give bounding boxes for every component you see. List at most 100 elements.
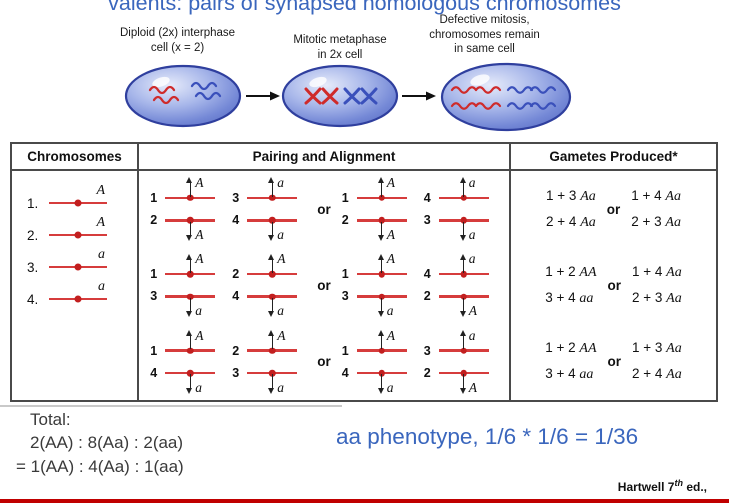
chromosome-line: a: [247, 369, 298, 395]
allele-label: a: [468, 227, 476, 243]
label-line: Mitotic metaphase: [293, 34, 387, 46]
chromosome-line: A: [49, 215, 107, 239]
gamete-genotype: Aa: [666, 367, 682, 383]
metaphase-chromosomes-blue: [343, 87, 378, 105]
chromosome-line: A: [356, 217, 407, 242]
right-arrow-icon: [402, 91, 436, 101]
gamete-combination: 3 + 4 aa: [545, 366, 596, 383]
chromosome-number: 4: [150, 365, 158, 380]
gamete-options: 1 + 4 Aa 2 + 3 Aa: [631, 188, 681, 231]
up-arrow-icon: [458, 253, 468, 274]
chromosome-line: a: [356, 369, 407, 395]
or-label: or: [606, 201, 621, 217]
table-body: 1. A 2. A 3. a 4. a 1 A 3 a 2 A 4 a or 1 A 4 a 2 A 3 a 1 A…: [12, 171, 716, 400]
label-line: Defective mitosis,: [439, 14, 530, 26]
chromosome-line: A: [438, 293, 489, 318]
centromere-dot: [378, 194, 385, 202]
chromosome-number: 3: [423, 343, 431, 358]
allele-label: a: [277, 303, 284, 319]
chromosome-line: A: [247, 328, 298, 354]
interphase-cell-label: Diploid (2x) interphase cell (x = 2): [95, 26, 260, 55]
allele-label: a: [195, 303, 202, 319]
or-label: or: [317, 354, 331, 370]
gametes-row: 1 + 2 AA 3 + 4 aa or 1 + 3 Aa 2 + 4 Aa: [511, 324, 716, 400]
gamete-chromosomes: 3 + 4: [545, 289, 580, 305]
chromosome-number: 3: [232, 191, 240, 206]
chromosome-number: 4: [423, 267, 431, 282]
allele-label: A: [195, 175, 204, 191]
label-line: Diploid (2x) interphase: [119, 27, 236, 39]
label-line: cell (x = 2): [150, 41, 205, 54]
centromere-dot: [187, 271, 194, 278]
centromere-dot: [460, 293, 467, 300]
total-label: Total:: [30, 410, 71, 429]
allele-label: a: [277, 175, 284, 191]
allele-label: A: [468, 379, 477, 395]
up-arrow-icon: [185, 253, 194, 274]
right-arrow-icon: [246, 91, 280, 101]
allele-label: a: [468, 175, 476, 191]
down-arrow-icon: [376, 221, 386, 242]
chromosome-line: A: [247, 251, 298, 278]
defective-mitosis-label: Defective mitosis, chromosomes remain in…: [407, 13, 562, 57]
chromosome-number: 3: [341, 289, 349, 304]
chromosome-line: a: [49, 279, 107, 303]
or-label: or: [607, 277, 622, 293]
gamete-combination: 3 + 4 aa: [545, 290, 596, 307]
gamete-combination: 2 + 3 Aa: [631, 214, 681, 231]
chromosome-line: a: [165, 293, 216, 318]
allele-label: a: [195, 379, 202, 395]
chromosome-line: A: [165, 217, 216, 242]
centromere-dot: [269, 271, 276, 278]
centromere-dot: [269, 194, 276, 202]
centromere-dot: [74, 231, 82, 239]
up-arrow-icon: [267, 329, 276, 350]
metaphase-cell: [281, 64, 399, 128]
centromere-dot: [378, 217, 385, 224]
gamete-options: 1 + 3 Aa 2 + 4 Aa: [546, 188, 596, 231]
gamete-options: 1 + 2 AA 3 + 4 aa: [545, 340, 596, 383]
chromosome-line: a: [438, 175, 489, 202]
centromere-dot: [378, 293, 385, 300]
centromere-dot: [74, 295, 82, 303]
centromere-dot: [269, 217, 276, 224]
gamete-combination: 1 + 2 AA: [545, 340, 596, 357]
up-arrow-icon: [185, 329, 194, 350]
gamete-genotype: AA: [579, 264, 597, 280]
allele-label: a: [277, 379, 284, 395]
gamete-options: 1 + 4 Aa 2 + 3 Aa: [632, 264, 682, 307]
centromere-dot: [269, 369, 276, 377]
gamete-combination: 2 + 4 Aa: [546, 214, 596, 231]
gamete-combination: 1 + 4 Aa: [631, 188, 681, 205]
centromere-dot: [378, 369, 385, 377]
cell-highlight: [152, 76, 170, 88]
chromosome-line: a: [165, 369, 216, 395]
up-arrow-icon: [267, 253, 276, 274]
allele-label: a: [98, 247, 105, 263]
cell-highlight: [470, 74, 490, 86]
metaphase-chromosomes-red: [304, 87, 339, 105]
pairing-column-body: 1 A 3 a 2 A 4 a or 1 A 4 a 2 A 3 a 1 A 2 A 3 a 4 a or 1 A 4 a 3 a 2 A 1 A 2 A…: [139, 171, 511, 400]
label-line: chromosomes remain: [429, 28, 540, 41]
credit-superscript: th: [674, 478, 683, 488]
centromere-dot: [460, 347, 467, 354]
down-arrow-icon: [185, 374, 194, 394]
gamete-chromosomes: 2 + 4: [546, 213, 581, 229]
gamete-combination: 2 + 3 Aa: [632, 290, 682, 307]
chromosome-number: 2: [423, 365, 431, 380]
gamete-genotype: AA: [579, 341, 597, 357]
chromosome-line: a: [356, 293, 407, 318]
allele-label: a: [386, 379, 394, 395]
chromosome-list-item: 3. a: [12, 247, 137, 283]
totals-summary: Total: 2(AA) : 8(Aa) : 2(aa) = 1(AA) : 4…: [16, 408, 184, 478]
allele-label: a: [468, 327, 476, 343]
label-line: in 2x cell: [317, 48, 363, 61]
